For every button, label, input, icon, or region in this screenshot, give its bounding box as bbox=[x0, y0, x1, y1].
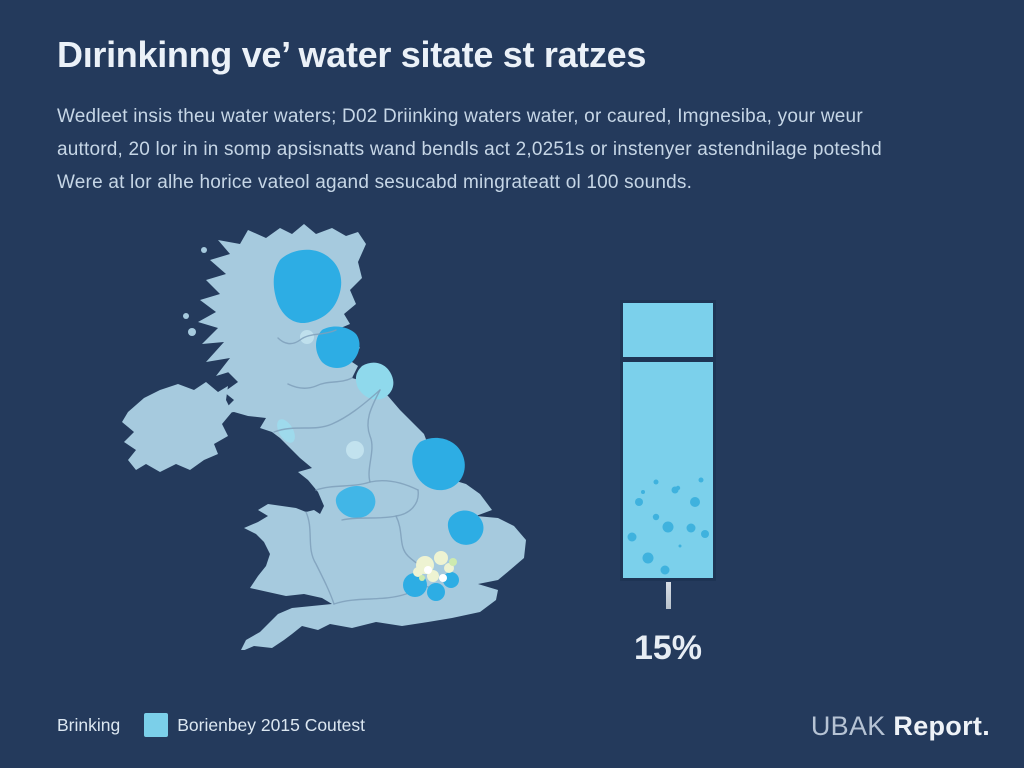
bar-chart bbox=[620, 300, 716, 581]
northern-ireland-outline bbox=[122, 382, 232, 472]
uk-map-svg bbox=[122, 224, 526, 652]
paragraph-line-3: Were at lor alhe horice vateol agand ses… bbox=[57, 172, 693, 193]
brand-light-text: UBAK bbox=[810, 711, 894, 741]
legend: Brinking Borienbey 2015 Coutest bbox=[57, 711, 365, 739]
region-borders bbox=[273, 329, 435, 605]
legend-color-swatch bbox=[144, 713, 169, 737]
paragraph-line-1: Wedleet insis theu water waters; D02 Dri… bbox=[57, 106, 863, 127]
great-britain-outline bbox=[198, 224, 526, 652]
region-highlight-borders bbox=[316, 326, 360, 368]
uk-choropleth-map bbox=[98, 220, 532, 652]
intro-paragraph: Wedleet insis theu water waters; D02 Dri… bbox=[57, 100, 967, 199]
region-highlight-highlands bbox=[273, 249, 342, 324]
legend-left-label: Brinking bbox=[57, 714, 121, 735]
isle-of-man bbox=[277, 419, 295, 443]
bar-baseline-tick bbox=[666, 582, 671, 609]
hotspot-cluster-london bbox=[403, 551, 459, 601]
paragraph-line-2: auttord, 20 lor in in somp apsisnatts wa… bbox=[57, 139, 882, 160]
bar-segment-body bbox=[623, 362, 713, 578]
brand-bold-text: Report. bbox=[893, 711, 990, 741]
pale-spot bbox=[346, 441, 364, 459]
region-highlight-east-anglia bbox=[447, 510, 484, 545]
bar-bubbles bbox=[627, 477, 709, 575]
small-island bbox=[188, 328, 196, 336]
region-highlight-midlands bbox=[335, 486, 376, 518]
small-island bbox=[183, 313, 189, 319]
brand-logo: UBAK Report. bbox=[811, 711, 990, 742]
small-island bbox=[201, 247, 207, 253]
page-title: Dırinkinng ve’ water sitate st ratzes bbox=[57, 34, 647, 75]
legend-right-label: Borienbey 2015 Coutest bbox=[177, 714, 366, 735]
region-highlight-northeast bbox=[355, 362, 394, 400]
bar-value-label: 15% bbox=[633, 629, 703, 667]
region-highlight-yorkshire bbox=[412, 437, 465, 491]
bar-segment-top bbox=[623, 303, 713, 357]
